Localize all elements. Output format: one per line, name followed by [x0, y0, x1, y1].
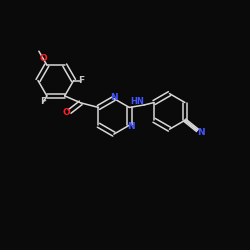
- Text: N: N: [197, 128, 205, 137]
- Text: F: F: [78, 76, 84, 85]
- Text: F: F: [40, 98, 46, 106]
- Text: N: N: [127, 122, 134, 131]
- Text: O: O: [39, 54, 47, 63]
- Text: O: O: [63, 108, 70, 117]
- Text: HN: HN: [130, 97, 144, 106]
- Text: N: N: [110, 93, 118, 102]
